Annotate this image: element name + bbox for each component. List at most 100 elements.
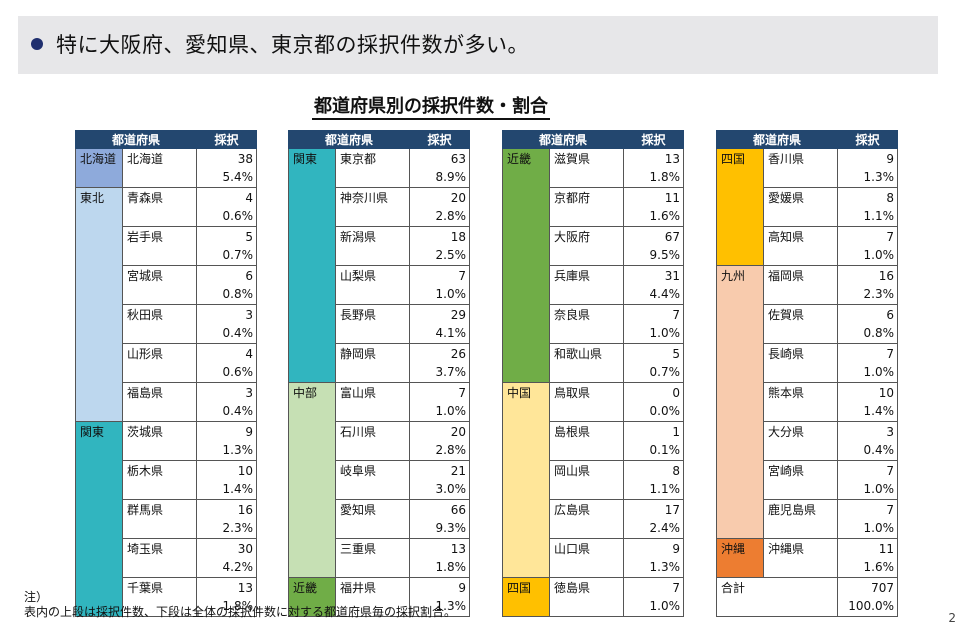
adoption-count: 3 bbox=[245, 308, 254, 322]
total-share: 100.0% bbox=[848, 599, 895, 613]
table-row: 近畿 福井県 9 1.3% bbox=[288, 577, 471, 617]
adoption-count: 9 bbox=[245, 425, 254, 439]
region-cell bbox=[502, 187, 550, 227]
prefecture-name: 熊本県 bbox=[762, 382, 839, 422]
region-cell bbox=[288, 538, 336, 578]
adoption-share: 3.0% bbox=[435, 482, 467, 496]
adoption-share: 1.0% bbox=[435, 287, 467, 301]
adoption-count: 29 bbox=[450, 308, 467, 322]
adoption-share: 0.6% bbox=[222, 365, 254, 379]
adoption-count: 31 bbox=[664, 269, 681, 283]
region-cell: 近畿 bbox=[288, 577, 336, 617]
count-cell: 30 4.2% bbox=[196, 538, 258, 578]
count-cell: 3 0.4% bbox=[196, 304, 258, 344]
adoption-share: 1.1% bbox=[863, 209, 895, 223]
prefecture-name: 広島県 bbox=[548, 499, 625, 539]
adoption-share: 1.0% bbox=[863, 365, 895, 379]
prefecture-name: 新潟県 bbox=[334, 226, 411, 266]
prefecture-table: 都道府県 採択 関東 東京都 63 8.9% 神奈川県 20 2.8% 新潟県 18 2.5% 山梨県 7… bbox=[287, 130, 471, 617]
prefecture-name: 青森県 bbox=[121, 187, 198, 227]
table-row: 愛知県 66 9.3% bbox=[288, 499, 471, 539]
region-cell bbox=[716, 499, 764, 539]
prefecture-name: 群馬県 bbox=[121, 499, 198, 539]
prefecture-table: 都道府県 採択 近畿 滋賀県 13 1.8% 京都府 11 1.6% 大阪府 67 9.5% 兵庫県 31… bbox=[501, 130, 685, 617]
prefecture-name: 愛媛県 bbox=[762, 187, 839, 227]
table-row: 石川県 20 2.8% bbox=[288, 421, 471, 461]
count-cell: 7 1.0% bbox=[623, 577, 685, 617]
region-cell bbox=[716, 226, 764, 266]
adoption-count: 6 bbox=[886, 308, 895, 322]
count-cell: 13 1.8% bbox=[196, 577, 258, 617]
adoption-share: 1.8% bbox=[435, 560, 467, 574]
table-row: 山梨県 7 1.0% bbox=[288, 265, 471, 305]
adoption-share: 0.1% bbox=[649, 443, 681, 457]
count-cell: 3 0.4% bbox=[837, 421, 899, 461]
table-row: 奈良県 7 1.0% bbox=[502, 304, 685, 344]
table-row: 三重県 13 1.8% bbox=[288, 538, 471, 578]
table-row: 福島県 3 0.4% bbox=[75, 382, 258, 422]
adoption-share: 2.5% bbox=[435, 248, 467, 262]
count-cell: 66 9.3% bbox=[409, 499, 471, 539]
region-cell bbox=[75, 265, 123, 305]
prefecture-name: 秋田県 bbox=[121, 304, 198, 344]
table-row: 長野県 29 4.1% bbox=[288, 304, 471, 344]
table-row: 長崎県 7 1.0% bbox=[716, 343, 899, 383]
count-cell: 7 1.0% bbox=[623, 304, 685, 344]
adoption-share: 1.6% bbox=[649, 209, 681, 223]
prefecture-name: 千葉県 bbox=[121, 577, 198, 617]
header-prefecture: 都道府県 bbox=[501, 130, 625, 149]
total-cell: 707 100.0% bbox=[837, 577, 899, 617]
adoption-share: 1.0% bbox=[863, 482, 895, 496]
region-cell bbox=[288, 265, 336, 305]
adoption-share: 1.0% bbox=[435, 404, 467, 418]
prefecture-name: 岩手県 bbox=[121, 226, 198, 266]
adoption-share: 1.3% bbox=[649, 560, 681, 574]
adoption-count: 13 bbox=[450, 542, 467, 556]
adoption-count: 9 bbox=[886, 152, 895, 166]
adoption-share: 1.8% bbox=[222, 599, 254, 613]
adoption-count: 7 bbox=[886, 464, 895, 478]
adoption-share: 8.9% bbox=[435, 170, 467, 184]
count-cell: 63 8.9% bbox=[409, 148, 471, 188]
table-row: 鹿児島県 7 1.0% bbox=[716, 499, 899, 539]
adoption-share: 0.4% bbox=[222, 404, 254, 418]
prefecture-name: 福岡県 bbox=[762, 265, 839, 305]
table-row: 神奈川県 20 2.8% bbox=[288, 187, 471, 227]
table-row: 島根県 1 0.1% bbox=[502, 421, 685, 461]
region-cell bbox=[288, 343, 336, 383]
prefecture-name: 和歌山県 bbox=[548, 343, 625, 383]
adoption-count: 3 bbox=[245, 386, 254, 400]
header-prefecture: 都道府県 bbox=[715, 130, 839, 149]
prefecture-table: 都道府県 採択 北海道 北海道 38 5.4% 東北 青森県 4 0.6% 岩手県 5 0.7% 宮城県 6… bbox=[74, 130, 258, 617]
prefecture-name: 大分県 bbox=[762, 421, 839, 461]
count-cell: 10 1.4% bbox=[196, 460, 258, 500]
table-row: 埼玉県 30 4.2% bbox=[75, 538, 258, 578]
region-cell bbox=[716, 421, 764, 461]
count-cell: 9 1.3% bbox=[837, 148, 899, 188]
prefecture-name: 栃木県 bbox=[121, 460, 198, 500]
adoption-share: 0.8% bbox=[222, 287, 254, 301]
count-cell: 20 2.8% bbox=[409, 421, 471, 461]
adoption-count: 8 bbox=[672, 464, 681, 478]
adoption-share: 1.0% bbox=[649, 326, 681, 340]
count-cell: 7 1.0% bbox=[837, 343, 899, 383]
adoption-count: 21 bbox=[450, 464, 467, 478]
region-cell bbox=[75, 460, 123, 500]
table-row: 九州 福岡県 16 2.3% bbox=[716, 265, 899, 305]
region-cell bbox=[288, 421, 336, 461]
adoption-share: 0.6% bbox=[222, 209, 254, 223]
region-cell bbox=[502, 538, 550, 578]
count-cell: 7 1.0% bbox=[409, 265, 471, 305]
prefecture-name: 山口県 bbox=[548, 538, 625, 578]
prefecture-name: 北海道 bbox=[121, 148, 198, 188]
count-cell: 8 1.1% bbox=[623, 460, 685, 500]
region-cell bbox=[502, 265, 550, 305]
adoption-share: 1.1% bbox=[649, 482, 681, 496]
count-cell: 17 2.4% bbox=[623, 499, 685, 539]
adoption-share: 1.3% bbox=[863, 170, 895, 184]
prefecture-name: 福井県 bbox=[334, 577, 411, 617]
count-cell: 16 2.3% bbox=[837, 265, 899, 305]
prefecture-name: 埼玉県 bbox=[121, 538, 198, 578]
footnote-label: 注） bbox=[24, 590, 49, 604]
adoption-share: 0.0% bbox=[649, 404, 681, 418]
